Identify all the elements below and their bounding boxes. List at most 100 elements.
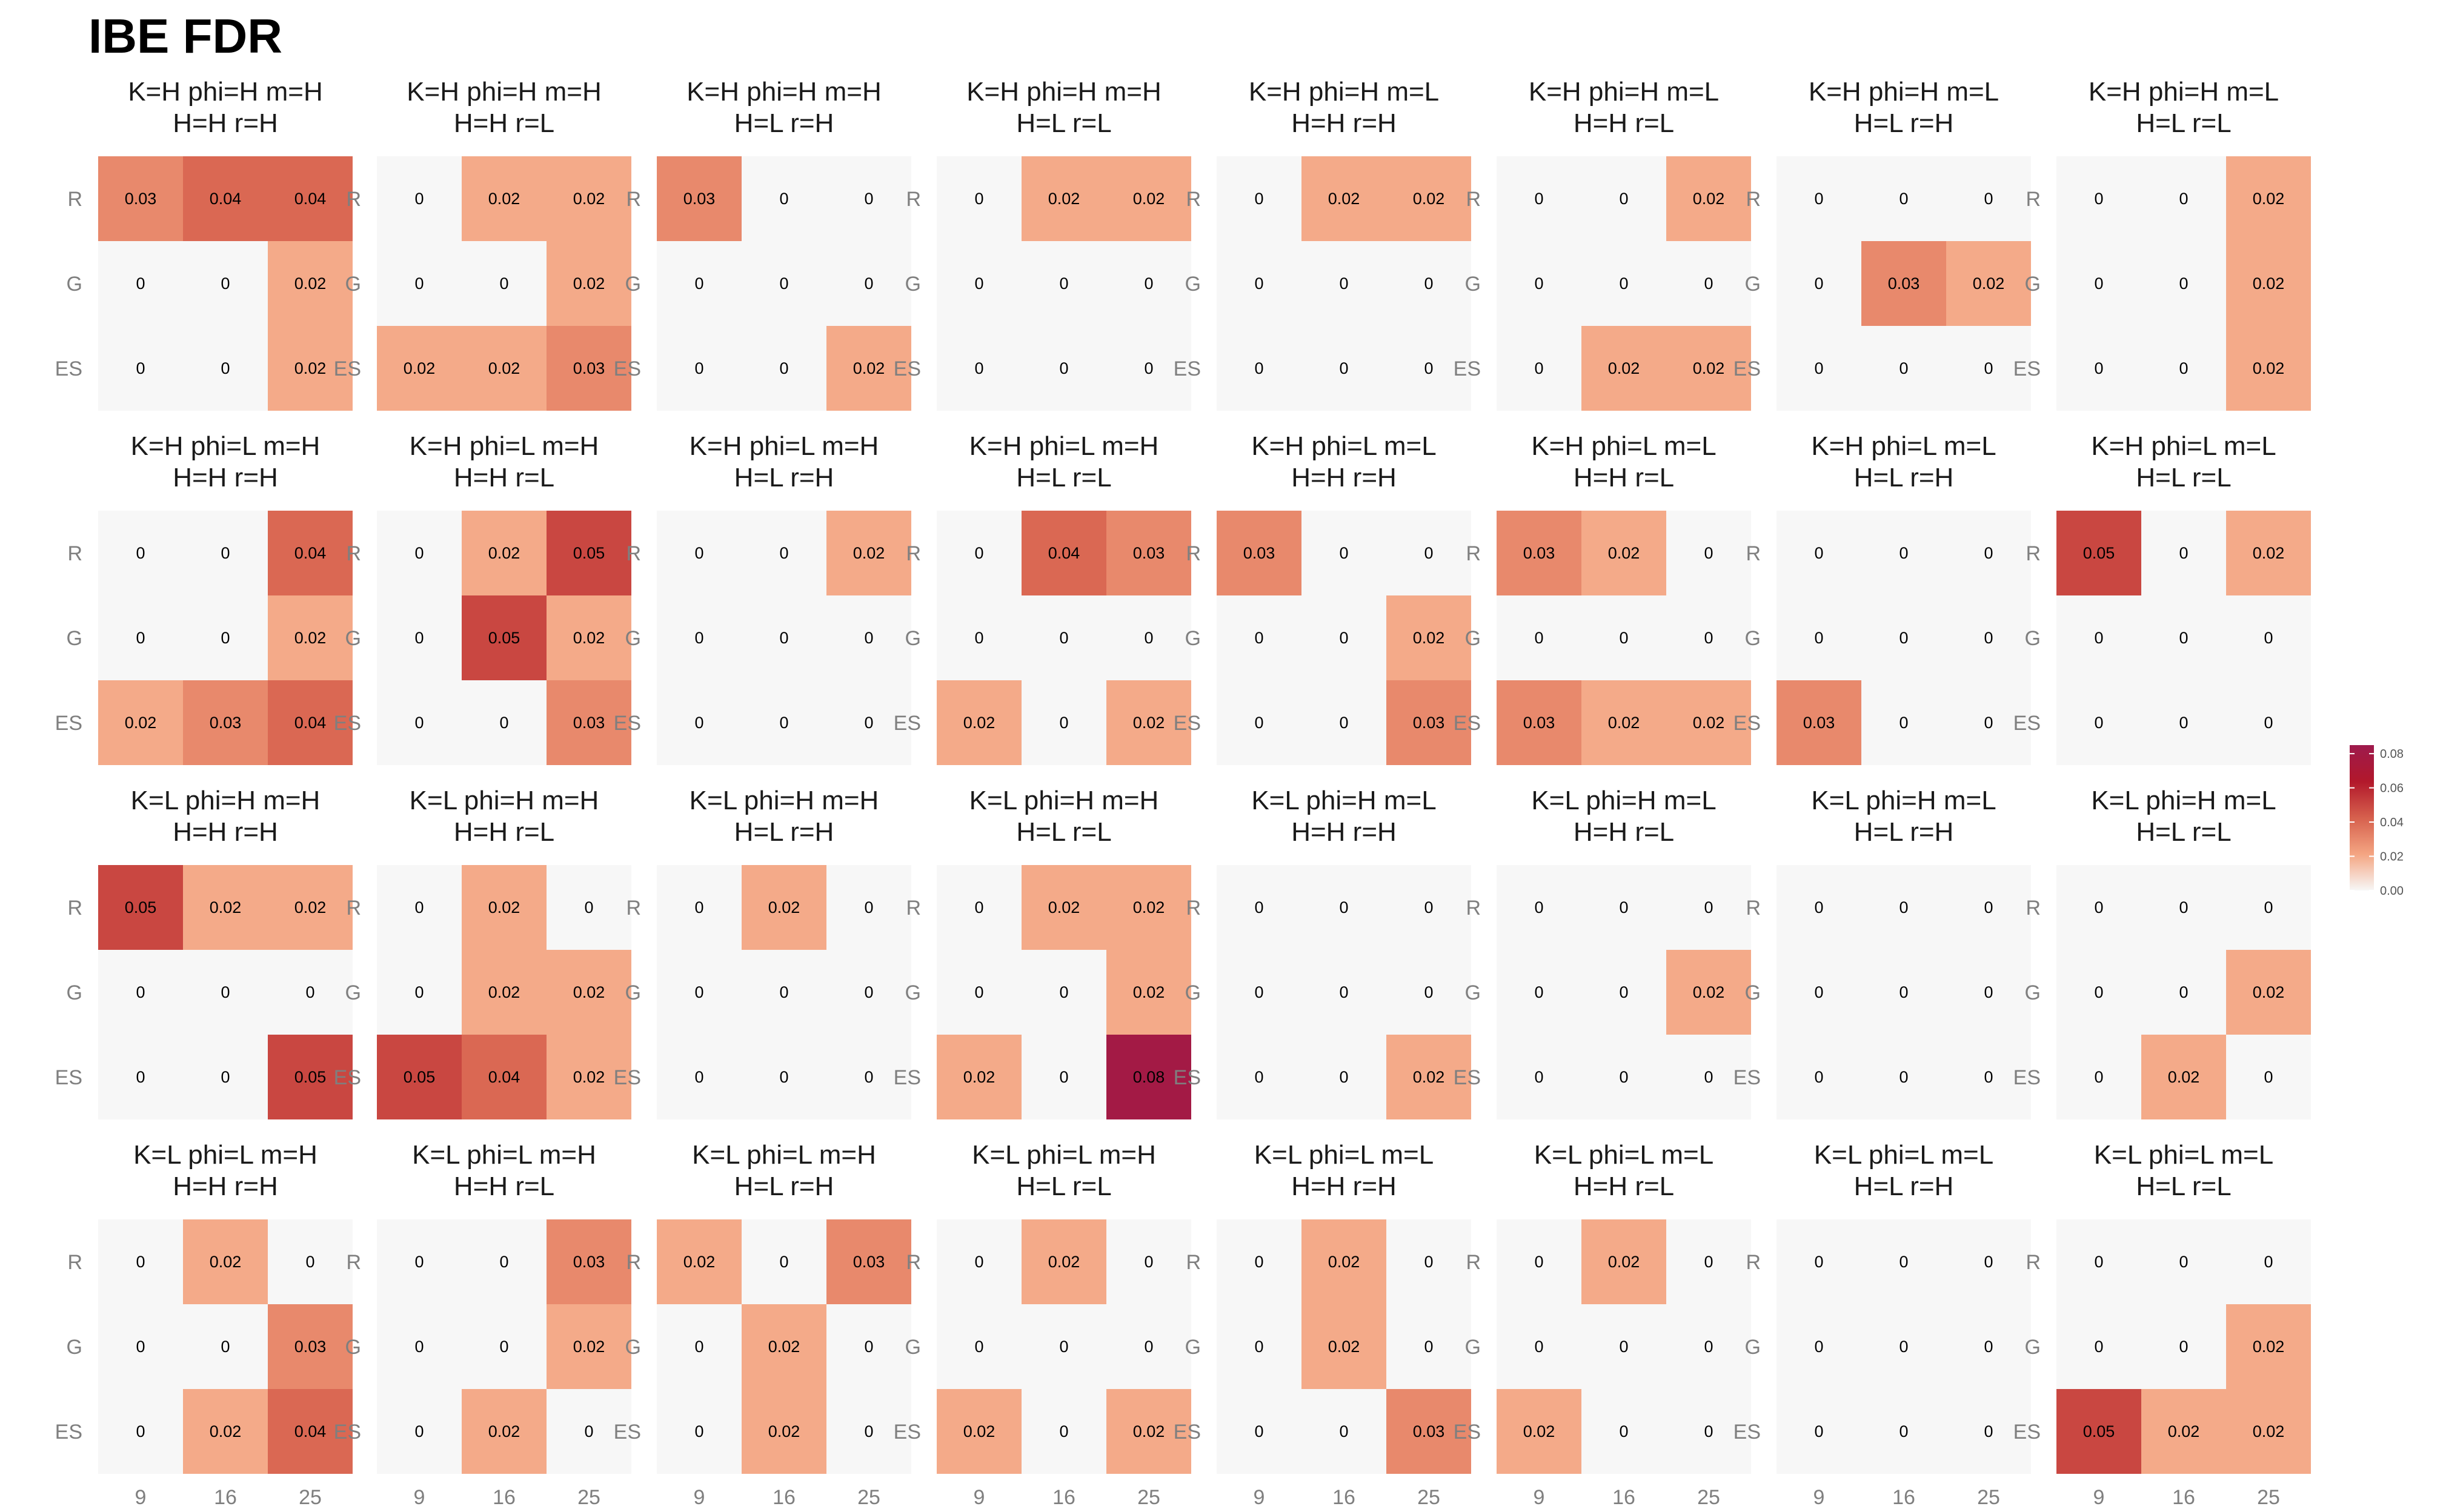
cell-value-label: 0.02 (1413, 190, 1445, 208)
heatmap-cell (1777, 950, 1861, 1035)
column-tick-label: 25 (1137, 1486, 1160, 1509)
facet-title-line: K=H phi=L m=H (410, 431, 599, 461)
cell-value-label: 0.05 (573, 544, 605, 562)
row-tick-label: G (345, 627, 361, 650)
column-tick-label: 9 (1534, 1486, 1545, 1509)
facet-title-line: H=H r=H (1291, 1172, 1397, 1201)
heatmap-cell (547, 326, 631, 411)
cell-value-label: 0 (414, 1338, 424, 1356)
heatmap-cell (268, 595, 353, 680)
heatmap-cell (1022, 1035, 1106, 1119)
cell-value-label: 0.02 (210, 898, 242, 917)
cell-value-label: 0 (1899, 714, 1908, 732)
row-tick-label: G (1465, 1336, 1481, 1359)
heatmap-cell (1022, 1304, 1106, 1389)
cell-value-label: 0 (1899, 190, 1908, 208)
heatmap-cell (98, 865, 183, 950)
cell-value-label: 0 (1704, 629, 1713, 647)
cell-value-label: 0.03 (1523, 714, 1555, 732)
cell-value-label: 0 (499, 274, 508, 293)
facet-panel: K=H phi=H m=LH=L r=L 0 0 0.02 0 0 0.02 0 0 0.02 R G… (2013, 77, 2311, 411)
cell-value-label: 0.02 (1328, 190, 1360, 208)
column-tick-label: 9 (135, 1486, 147, 1509)
cell-value-label: 0.02 (1413, 629, 1445, 647)
cell-value-label: 0.03 (1888, 274, 1920, 293)
cell-value-label: 0 (779, 1068, 788, 1086)
cell-value-label: 0 (779, 1253, 788, 1271)
facet-panel: K=L phi=H m=LH=H r=L 0 0 0 0 0 0.02 0 0 0 R G ES (1454, 786, 1751, 1119)
heatmap-cell (183, 156, 268, 241)
cell-value-label: 0.02 (2253, 190, 2285, 208)
heatmap-cell (1217, 1304, 1301, 1389)
cell-value-label: 0 (1339, 274, 1348, 293)
heatmap-cell (1946, 680, 2031, 765)
facet-title-line: H=L r=L (2136, 1172, 2231, 1201)
heatmap-cell (1497, 680, 1581, 765)
row-tick-label: ES (614, 1066, 641, 1089)
row-tick-label: R (1186, 897, 1201, 920)
cell-value-label: 0.02 (210, 1422, 242, 1441)
facet-panel: K=H phi=H m=LH=H r=H 0 0.02 0.02 0 0 0 0 0 0 R G ES (1174, 77, 1471, 411)
cell-value-label: 0 (864, 1422, 873, 1441)
cell-value-label: 0 (694, 714, 703, 732)
row-tick-label: ES (614, 357, 641, 380)
cell-value-label: 0 (1339, 1422, 1348, 1441)
column-tick-label: 25 (577, 1486, 600, 1509)
facet-title-line: H=L r=H (734, 463, 834, 492)
column-tick-label: 9 (1254, 1486, 1265, 1509)
heatmap-cell (1217, 595, 1301, 680)
row-tick-label: ES (894, 357, 921, 380)
column-tick-label: 25 (1977, 1486, 2000, 1509)
cell-value-label: 0 (2264, 714, 2273, 732)
row-tick-label: G (1185, 273, 1201, 296)
heatmap-cell (1301, 156, 1386, 241)
heatmap-cell (462, 950, 547, 1035)
facet-title-line: K=H phi=L m=L (1251, 431, 1436, 461)
facet-title-line: K=H phi=H m=L (1809, 77, 1999, 107)
color-legend: 0.00 0.02 0.04 0.06 0.08 (2350, 745, 2404, 898)
cell-value-label: 0 (1144, 1253, 1153, 1271)
row-tick-label: R (1746, 897, 1761, 920)
column-tick-label: 16 (2172, 1486, 2195, 1509)
cell-value-label: 0 (1424, 274, 1433, 293)
cell-value-label: 0 (974, 190, 983, 208)
cell-value-label: 0 (1534, 274, 1543, 293)
cell-value-label: 0 (2264, 1068, 2273, 1086)
heatmap-cell (377, 1304, 462, 1389)
heatmap-cell (1861, 595, 1946, 680)
cell-value-label: 0.02 (1693, 190, 1725, 208)
heatmap-cell (1777, 156, 1861, 241)
facet-title-line: K=H phi=H m=L (2089, 77, 2279, 107)
facet-title-line: H=L r=L (2136, 817, 2231, 847)
heatmap-cell (377, 680, 462, 765)
heatmap-cell (183, 1304, 268, 1389)
heatmap-cell (2141, 1219, 2226, 1304)
cell-value-label: 0.02 (2253, 1338, 2285, 1356)
row-tick-label: G (1185, 627, 1201, 650)
heatmap-cell (1217, 1219, 1301, 1304)
row-tick-label: ES (614, 1421, 641, 1444)
cell-value-label: 0 (1814, 1068, 1823, 1086)
column-tick-label: 16 (773, 1486, 796, 1509)
legend-tick-label: 0.04 (2380, 816, 2404, 829)
row-tick-label: G (625, 273, 641, 296)
heatmap-cell (1301, 595, 1386, 680)
heatmap-cell (2226, 241, 2311, 326)
facet-title-line: K=L phi=H m=H (969, 786, 1159, 815)
row-tick-label: G (625, 1336, 641, 1359)
cell-value-label: 0.02 (2253, 544, 2285, 562)
heatmap-cell (1497, 156, 1581, 241)
heatmap-cell (547, 680, 631, 765)
facet-panel: K=H phi=L m=HH=L r=L 0 0.04 0.03 0 0 0 0.02 0 0.0… (894, 431, 1191, 765)
cell-value-label: 0.02 (488, 190, 520, 208)
cell-value-label: 0 (2264, 629, 2273, 647)
facet-panel: K=H phi=L m=LH=L r=H 0 0 0 0 0 0 0.03 0 0 R G ES (1733, 431, 2031, 765)
heatmap-cell (462, 156, 547, 241)
facet-title-line: H=L r=L (1016, 463, 1111, 492)
cell-value-label: 0.02 (125, 714, 157, 732)
heatmap-cell (2141, 1304, 2226, 1389)
cell-value-label: 0 (1704, 1338, 1713, 1356)
facet-title-line: K=L phi=H m=H (690, 786, 879, 815)
cell-value-label: 0.02 (573, 1338, 605, 1356)
cell-value-label: 0.04 (294, 1422, 327, 1441)
